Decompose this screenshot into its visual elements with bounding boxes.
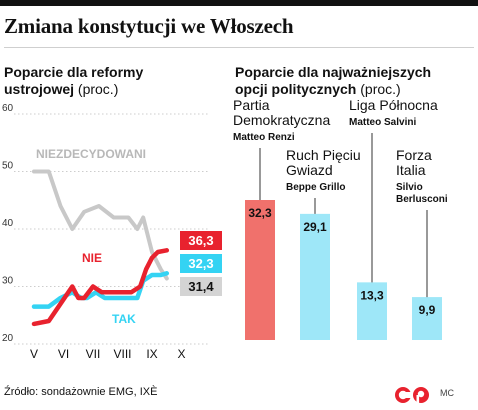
- right-subtitle: Poparcie dla najważniejszych opcji polit…: [235, 64, 455, 98]
- party-name: Demokratyczna: [233, 112, 330, 128]
- y-tick-label: 50: [2, 161, 14, 172]
- main-title: Zmiana konstytucji we Włoszech: [4, 14, 294, 38]
- x-tick-label: V: [30, 347, 38, 361]
- leader-name: Berlusconi: [396, 194, 448, 205]
- left-subtitle-bold: Poparcie dla reformy ustrojowej: [4, 64, 144, 97]
- title-rule: [4, 47, 474, 48]
- y-tick-label: 20: [2, 333, 14, 344]
- leader-name: Matteo Renzi: [233, 132, 295, 143]
- y-tick-label: 40: [2, 218, 14, 229]
- end-value-label: 32,3: [188, 256, 213, 271]
- party-name: Forza: [396, 147, 432, 163]
- left-subtitle: Poparcie dla reformy ustrojowej (proc.): [4, 64, 164, 98]
- right-subtitle-unit: (proc.): [360, 81, 401, 97]
- bar: [300, 213, 330, 340]
- end-value-badge: [180, 277, 222, 296]
- bar: [245, 200, 275, 340]
- end-value-label: 31,4: [188, 279, 214, 294]
- bar: [357, 282, 387, 340]
- bar-value-label: 32,3: [248, 206, 272, 220]
- party-name: Italia: [396, 162, 426, 178]
- source-note: Źródło: sondażownie EMG, IXÈ: [4, 386, 158, 398]
- end-value-badge: [180, 231, 222, 250]
- bar-value-label: 9,9: [419, 303, 436, 317]
- top-bar: [0, 0, 478, 6]
- leader-name: Silvio: [396, 182, 423, 193]
- party-name: Liga Północna: [349, 97, 438, 113]
- x-tick-label: IX: [146, 347, 157, 361]
- y-tick-label: 60: [2, 103, 14, 114]
- series-label: NIE: [82, 251, 102, 265]
- y-tick-label: 30: [2, 276, 14, 287]
- series-line: [32, 169, 169, 281]
- series-label: NIEZDECYDOWANI: [36, 147, 146, 161]
- x-tick-label: VI: [58, 347, 69, 361]
- party-name: Ruch Pięciu: [286, 147, 361, 163]
- leader-name: Beppe Grillo: [286, 182, 345, 193]
- x-tick-label: VIII: [113, 347, 131, 361]
- leader-name: Matteo Salvini: [349, 117, 416, 128]
- bar-value-label: 29,1: [303, 220, 327, 234]
- left-subtitle-unit: (proc.): [77, 81, 119, 97]
- party-name: Partia: [233, 97, 270, 113]
- author-credit: MC: [440, 388, 454, 398]
- bar-value-label: 13,3: [360, 288, 384, 302]
- x-tick-label: X: [177, 347, 185, 361]
- right-subtitle-bold: Poparcie dla najważniejszych opcji polit…: [235, 64, 432, 97]
- publisher-logo-icon: [395, 387, 429, 403]
- series-label: TAK: [112, 312, 136, 326]
- bar: [412, 297, 442, 340]
- end-value-badge: [180, 254, 222, 273]
- x-tick-label: VII: [86, 347, 101, 361]
- end-value-label: 36,3: [188, 233, 213, 248]
- party-name: Gwiazd: [286, 162, 333, 178]
- series-line: [31, 248, 170, 327]
